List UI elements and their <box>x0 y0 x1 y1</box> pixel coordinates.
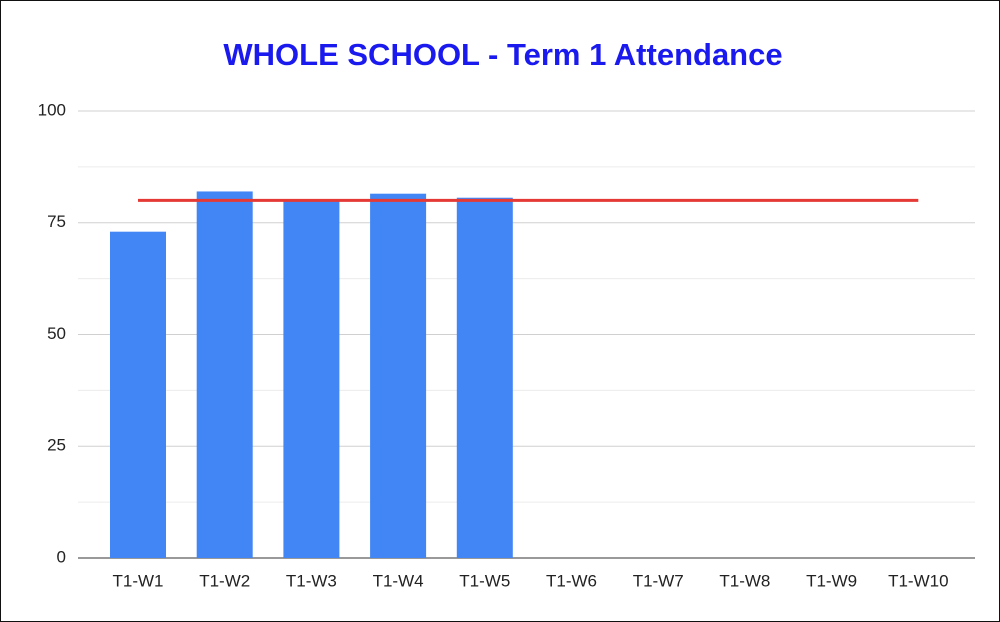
bar <box>110 231 166 558</box>
x-tick-label: T1-W4 <box>373 571 424 590</box>
bar <box>196 191 253 558</box>
x-tick-label: T1-W1 <box>113 571 164 590</box>
x-tick-label: T1-W9 <box>806 571 857 590</box>
y-tick-label: 100 <box>38 100 66 119</box>
x-tick-label: T1-W8 <box>719 571 770 590</box>
y-tick-label: 25 <box>47 436 66 455</box>
x-tick-label: T1-W6 <box>546 571 597 590</box>
x-tick-label: T1-W3 <box>286 571 337 590</box>
y-tick-label: 75 <box>47 212 66 231</box>
chart-title: WHOLE SCHOOL - Term 1 Attendance <box>223 37 782 72</box>
x-tick-label: T1-W2 <box>199 571 250 590</box>
x-tick-label: T1-W5 <box>459 571 510 590</box>
y-tick-label: 0 <box>57 547 66 566</box>
x-tick-label: T1-W10 <box>888 571 948 590</box>
bar <box>456 197 513 558</box>
bar <box>283 200 340 558</box>
x-tick-label: T1-W7 <box>633 571 684 590</box>
bar <box>370 193 427 558</box>
y-tick-label: 50 <box>47 324 66 343</box>
